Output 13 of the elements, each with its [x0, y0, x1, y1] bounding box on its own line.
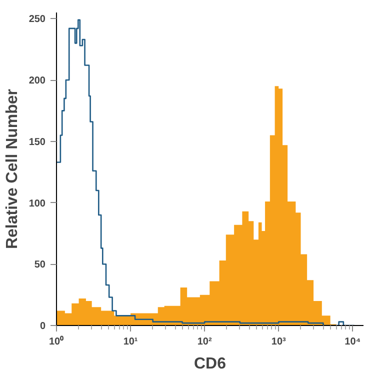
y-tick-label: 150 [28, 136, 46, 148]
x-tick-label: 10¹ [123, 336, 138, 348]
y-tick-label: 200 [28, 76, 46, 87]
y-tick-label: 50 [34, 260, 46, 271]
x-tick-label: 10³ [271, 336, 287, 348]
x-tick-label: 10⁴ [344, 336, 361, 348]
x-tick-label: 10⁰ [48, 336, 64, 348]
x-tick-label: 10² [197, 336, 212, 348]
x-axis-title: CD6 [194, 356, 226, 372]
y-tick-label: 0 [40, 321, 46, 332]
y-tick-label: 100 [28, 198, 46, 210]
y-tick-label: 250 [28, 14, 46, 26]
y-axis-title: Relative Cell Number [4, 88, 21, 250]
